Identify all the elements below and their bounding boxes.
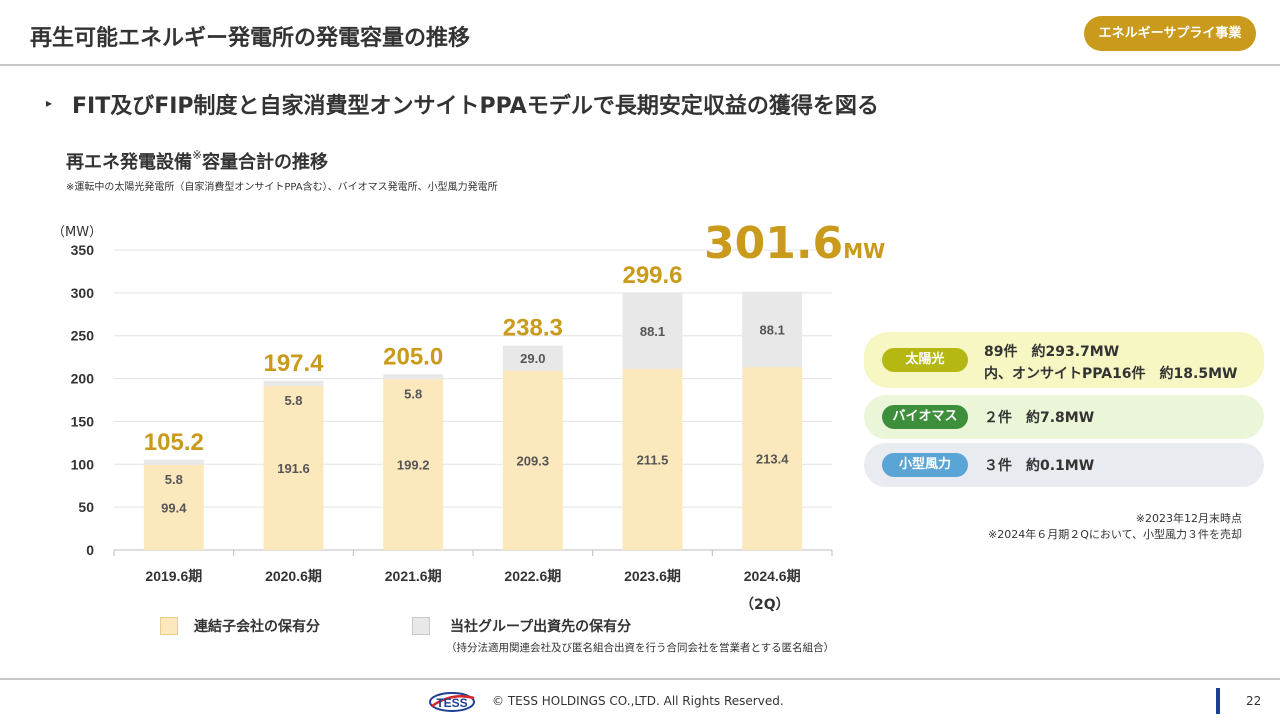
y-tick-label: 250 xyxy=(71,328,95,344)
latest-period-sub: （2Q） xyxy=(740,597,790,613)
breakdown-wind: 小型風力 ３件 約0.1MW xyxy=(864,443,1264,487)
latest-total-unit: MW xyxy=(843,239,886,263)
bar-segment xyxy=(383,379,444,550)
x-category-label: 2019.6期 xyxy=(145,568,202,584)
header-divider xyxy=(0,64,1280,66)
y-tick-label: 0 xyxy=(86,542,94,558)
note-wind-sale: ※2024年６月期２Qにおいて、小型風力３件を売却 xyxy=(988,528,1242,541)
legend-label-affiliates: 当社グループ出資先の保有分 xyxy=(450,619,632,635)
x-category-label: 2024.6期 xyxy=(744,568,801,584)
solar-tag: 太陽光 xyxy=(882,348,968,372)
bar-segment xyxy=(502,345,563,371)
bar-segment xyxy=(383,374,444,380)
page-bar xyxy=(1216,688,1220,714)
data-label: 88.1 xyxy=(760,322,785,337)
data-label: 99.4 xyxy=(161,500,187,515)
tess-logo-icon: TESS xyxy=(429,692,475,712)
chart-title-rest: 容量合計の推移 xyxy=(202,152,329,173)
chart-title: 再エネ発電設備※容量合計の推移 xyxy=(66,148,328,174)
breakdown-solar: 太陽光 89件 約293.7MW 内、オンサイトPPA16件 約18.5MW xyxy=(864,332,1264,388)
bar-segment xyxy=(742,367,803,550)
y-axis-unit: （MW） xyxy=(52,225,103,240)
y-tick-label: 350 xyxy=(71,242,95,258)
breakdown-biomass: バイオマス ２件 約7.8MW xyxy=(864,395,1264,439)
data-label: 199.2 xyxy=(397,458,430,473)
bar-segment xyxy=(502,370,563,550)
legend-swatch-affiliates xyxy=(412,617,430,635)
data-label: 88.1 xyxy=(640,324,665,339)
total-label: 197.4 xyxy=(263,350,324,377)
solar-line2: 内、オンサイトPPA16件 約18.5MW xyxy=(984,366,1238,382)
footer-divider xyxy=(0,678,1280,680)
biomass-tag: バイオマス xyxy=(882,405,968,429)
logo-text: TESS xyxy=(436,696,467,710)
data-label: 5.8 xyxy=(284,393,302,408)
data-label: 5.8 xyxy=(165,472,183,487)
data-label: 5.8 xyxy=(404,386,422,401)
bar-segment xyxy=(622,368,683,550)
data-label: 191.6 xyxy=(277,461,310,476)
segment-badge: エネルギーサプライ事業 xyxy=(1084,16,1256,51)
note-as-of: ※2023年12月末時点 xyxy=(1135,512,1242,525)
bar-segment xyxy=(143,464,204,550)
x-category-label: 2020.6期 xyxy=(265,568,322,584)
data-label: 29.0 xyxy=(520,351,545,366)
total-label: 299.6 xyxy=(622,262,682,289)
total-label: 105.2 xyxy=(144,429,204,456)
wind-tag: 小型風力 xyxy=(882,453,968,477)
bar-segment xyxy=(263,380,324,386)
y-tick-label: 100 xyxy=(71,456,95,472)
chart-title-main: 再エネ発電設備 xyxy=(66,152,192,173)
wind-line1: ３件 約0.1MW xyxy=(984,458,1095,474)
page-title: 再生可能エネルギー発電所の発電容量の推移 xyxy=(30,26,471,51)
headline-text: FIT及びFIP制度と自家消費型オンサイトPPAモデルで長期安定収益の獲得を図る xyxy=(72,94,879,119)
biomass-line1: ２件 約7.8MW xyxy=(984,410,1095,426)
legend-swatch-consolidated xyxy=(160,617,178,635)
page-number: 22 xyxy=(1246,694,1262,708)
legend-label-consolidated: 連結子会社の保有分 xyxy=(194,619,320,635)
y-tick-label: 50 xyxy=(78,499,94,515)
bar-segment xyxy=(742,291,803,368)
x-category-label: 2021.6期 xyxy=(385,568,442,584)
data-label: 211.5 xyxy=(637,452,669,467)
data-label: 209.3 xyxy=(517,453,550,468)
x-category-label: 2023.6期 xyxy=(624,568,681,584)
y-tick-label: 150 xyxy=(71,413,95,429)
y-tick-label: 200 xyxy=(71,371,95,387)
y-tick-label: 300 xyxy=(71,285,95,301)
chart-note: ※運転中の太陽光発電所（自家消費型オンサイトPPA含む）、バイオマス発電所、小型… xyxy=(66,182,498,193)
bullet-marker-icon: ▸ xyxy=(46,96,53,110)
copyright: © TESS HOLDINGS CO.,LTD. All Rights Rese… xyxy=(492,694,784,708)
total-label: 205.0 xyxy=(383,343,443,370)
bar-segment xyxy=(622,293,683,369)
bar-segment xyxy=(143,459,204,465)
latest-total-label: 301.6MW xyxy=(704,218,885,269)
chart-title-mark: ※ xyxy=(192,148,203,162)
solar-line1: 89件 約293.7MW xyxy=(984,344,1120,360)
bar-segment xyxy=(263,385,324,550)
x-category-label: 2022.6期 xyxy=(504,568,561,584)
total-label: 238.3 xyxy=(503,315,563,342)
legend-note: （持分法適用関連会社及び匿名組合出資を行う合同会社を営業者とする匿名組合） xyxy=(446,642,835,654)
latest-total-value: 301.6 xyxy=(704,218,844,269)
data-label: 213.4 xyxy=(756,452,789,467)
